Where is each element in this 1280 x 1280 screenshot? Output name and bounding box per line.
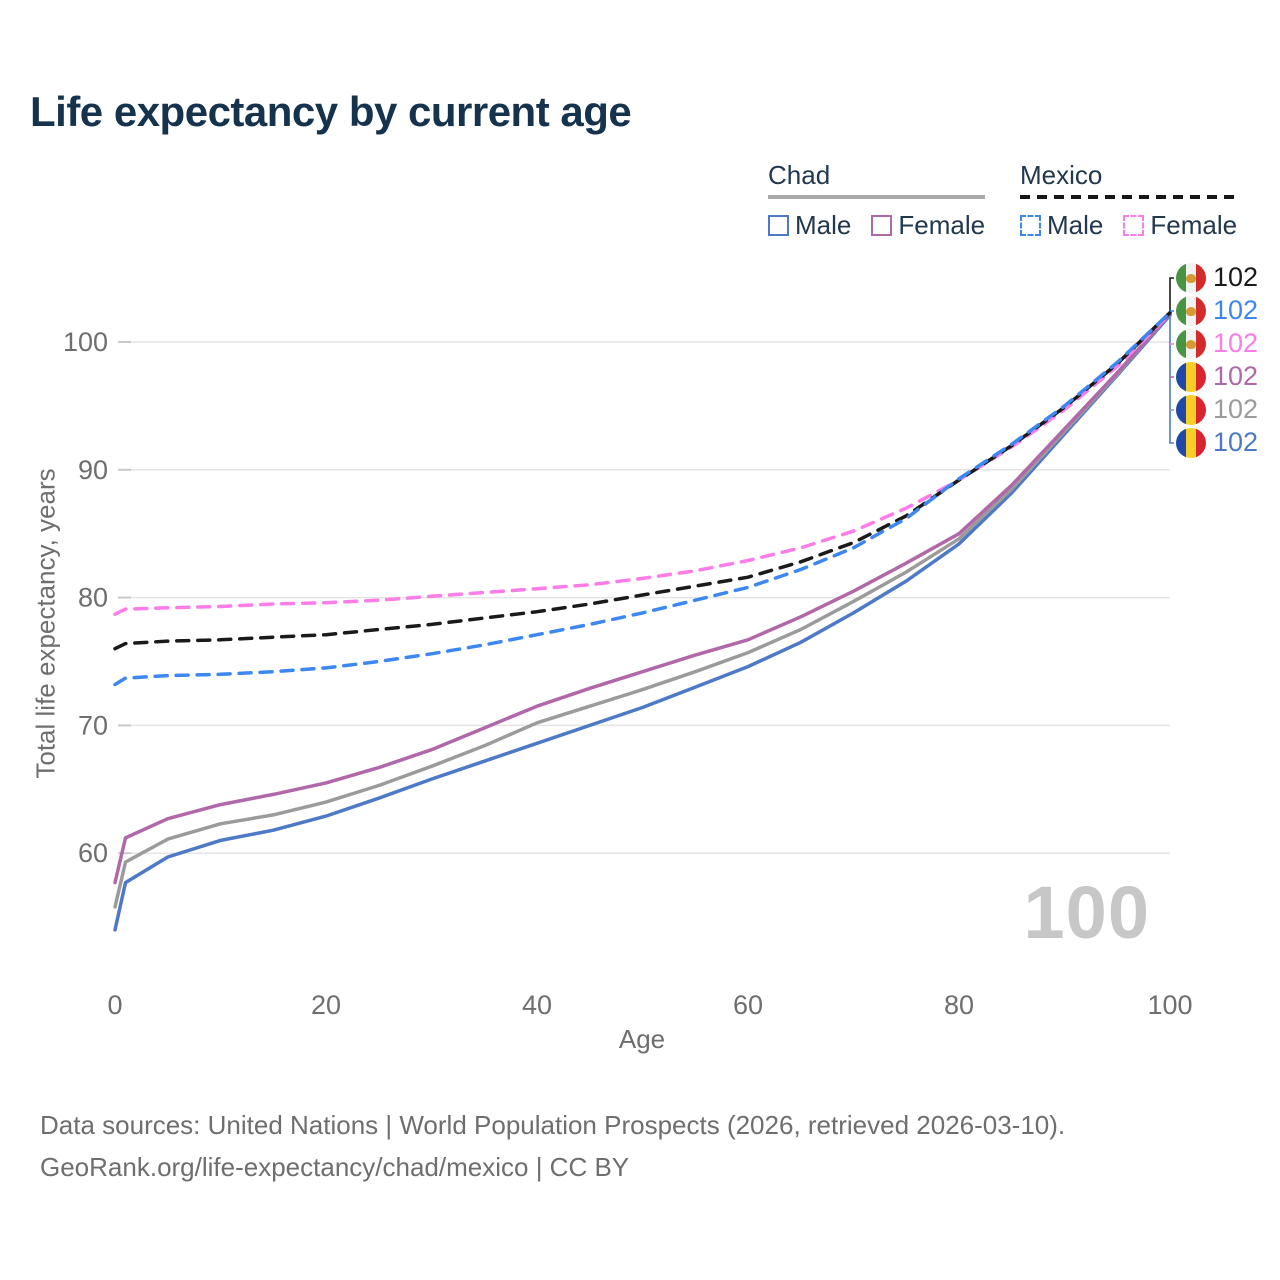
age-indicator-watermark: 100 [1023, 871, 1150, 954]
x-tick-label: 80 [944, 990, 974, 1020]
end-value-text: 102 [1213, 394, 1259, 424]
legend-item-label: Male [795, 210, 852, 240]
footer-note: Data sources: United Nations | World Pop… [40, 1104, 1065, 1188]
end-value-row: 102 [1176, 262, 1258, 293]
legend-item-label: Female [898, 210, 986, 240]
end-value-text: 102 [1213, 361, 1259, 391]
end-value-text: 102 [1213, 328, 1259, 358]
x-tick-label: 100 [1147, 990, 1192, 1020]
page-title: Life expectancy by current age [30, 88, 632, 135]
leader-line [1169, 277, 1174, 316]
y-tick-label: 90 [78, 455, 108, 485]
dashed-swatch-icon [1020, 215, 1041, 236]
y-tick-label: 100 [63, 327, 108, 357]
legend-country-label: Mexico [1020, 160, 1103, 190]
legend-item-chad-female[interactable]: Female [871, 210, 985, 241]
end-value-row: 102 [1176, 328, 1258, 359]
eagle-emblem [1186, 306, 1196, 316]
mexico-flag-icon [1176, 295, 1206, 326]
end-value-text: 102 [1213, 262, 1259, 292]
end-value-text: 102 [1213, 427, 1259, 457]
legend-item-label: Male [1047, 210, 1104, 240]
legend-group-mexico: Mexico Male Female [1020, 160, 1238, 241]
mexico-flag-icon [1176, 262, 1206, 293]
legend-item-label: Female [1150, 210, 1238, 240]
legend-item-mexico-male[interactable]: Male [1020, 210, 1103, 241]
chad-flag-icon [1176, 394, 1206, 425]
x-tick-label: 20 [311, 990, 341, 1020]
end-value-row: 102 [1176, 295, 1258, 326]
legend-item-mexico-female[interactable]: Female [1123, 210, 1237, 241]
legend-item-chad-male[interactable]: Male [768, 210, 851, 241]
series-line [113, 310, 1172, 687]
end-value-text: 102 [1213, 295, 1259, 325]
y-tick-label: 70 [78, 710, 108, 740]
eagle-emblem [1186, 339, 1196, 349]
legend-group-chad: Chad Male Female [768, 160, 986, 241]
y-tick-label: 60 [78, 838, 108, 868]
dashed-swatch-icon [1123, 215, 1145, 236]
chad-flag-icon [1176, 361, 1206, 392]
x-tick-label: 0 [107, 990, 122, 1020]
x-tick-label: 60 [733, 990, 763, 1020]
x-tick-label: 40 [522, 990, 552, 1020]
legend-style-line-dashed [1020, 195, 1238, 199]
legend-style-line-solid [768, 195, 986, 199]
x-axis-title: Age [618, 1024, 666, 1054]
legend-country-label: Chad [768, 160, 831, 190]
data-sources-line: Data sources: United Nations | World Pop… [40, 1110, 1066, 1140]
solid-swatch-icon [871, 215, 893, 236]
end-value-row: 102 [1176, 427, 1258, 458]
attribution-line: GeoRank.org/life-expectancy/chad/mexico … [40, 1152, 630, 1182]
solid-swatch-icon [768, 215, 789, 236]
series-line [113, 312, 1172, 885]
series-line [113, 312, 1172, 909]
end-value-row: 102 [1176, 394, 1258, 425]
eagle-emblem [1186, 273, 1196, 283]
leader-line [1169, 315, 1174, 444]
series-line [113, 313, 1172, 932]
mexico-flag-icon [1176, 328, 1206, 359]
end-value-row: 102 [1176, 361, 1258, 392]
chad-flag-icon [1176, 427, 1206, 458]
y-tick-label: 80 [78, 583, 108, 613]
y-axis-title: Total life expectancy, years [30, 468, 61, 779]
series-line [113, 312, 1172, 616]
